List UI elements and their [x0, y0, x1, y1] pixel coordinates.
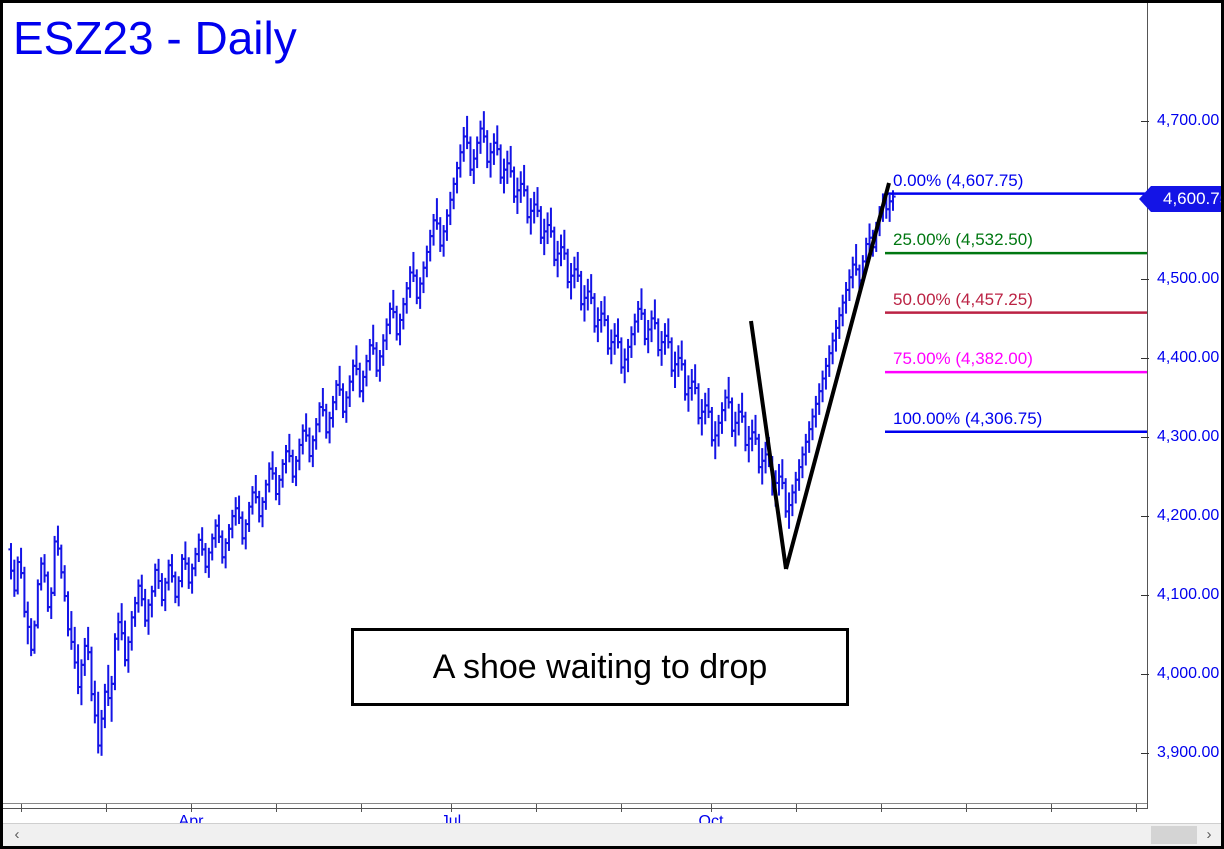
time-tick-mark [881, 804, 882, 812]
current-price-tag: 4,600.75 [1151, 186, 1221, 213]
price-tick-label: 4,400.00 [1157, 348, 1220, 366]
trendlines [749, 182, 891, 570]
price-tick-label: 4,300.00 [1157, 428, 1220, 446]
price-tick-mark [1141, 120, 1149, 122]
plot-svg [8, 111, 1147, 756]
annotation-note-text: A shoe waiting to drop [432, 647, 768, 686]
trendline-down-leg [749, 320, 788, 570]
time-tick-mark [966, 804, 967, 812]
price-tick-mark [1141, 278, 1149, 280]
fib-label-75.00: 75.00% (4,382.00) [893, 349, 1033, 369]
price-tick-label: 4,700.00 [1157, 111, 1220, 129]
price-tick-label: 4,100.00 [1157, 586, 1220, 604]
time-tick-mark [106, 804, 107, 812]
price-tick-label: 4,200.00 [1157, 507, 1220, 525]
time-tick-mark [191, 804, 192, 812]
price-tick-mark [1141, 595, 1149, 597]
trendline-up-leg [784, 182, 891, 570]
fibonacci-lines [885, 192, 1147, 433]
page-title: ESZ23 - Daily [13, 12, 297, 64]
time-axis-line-inner [3, 803, 1147, 804]
time-tick-mark [451, 804, 452, 812]
scroll-right-icon[interactable]: › [1206, 826, 1212, 843]
current-price-pointer [1139, 186, 1151, 213]
price-tick-mark [1141, 437, 1149, 439]
price-tick-label: 4,000.00 [1157, 665, 1220, 683]
price-chart-plot[interactable] [3, 3, 1147, 809]
scrollbar-thumb[interactable] [1151, 826, 1197, 844]
price-tick-mark [1141, 674, 1149, 676]
price-tick-mark [1141, 753, 1149, 755]
time-tick-mark [536, 804, 537, 812]
time-tick-mark [1136, 804, 1137, 812]
fib-label-100.00: 100.00% (4,306.75) [893, 408, 1043, 428]
fib-label-0.00: 0.00% (4,607.75) [893, 170, 1024, 190]
scroll-left-icon[interactable]: ‹ [14, 826, 20, 843]
fib-label-25.00: 25.00% (4,532.50) [893, 230, 1033, 250]
price-axis-line [1147, 3, 1148, 809]
time-tick-mark [796, 804, 797, 812]
price-tick-label: 4,500.00 [1157, 269, 1220, 287]
price-tick-mark [1141, 357, 1149, 359]
time-tick-mark [711, 804, 712, 812]
price-tick-label: 3,900.00 [1157, 744, 1220, 762]
time-tick-mark [21, 804, 22, 812]
horizontal-scrollbar[interactable]: ‹ › [3, 823, 1221, 846]
time-tick-mark [276, 804, 277, 812]
annotation-note: A shoe waiting to drop [351, 628, 849, 706]
time-tick-mark [621, 804, 622, 812]
price-tick-mark [1141, 516, 1149, 518]
fib-label-50.00: 50.00% (4,457.25) [893, 289, 1033, 309]
time-tick-mark [361, 804, 362, 812]
ohlc-bars [8, 111, 896, 756]
time-axis-line [3, 808, 1147, 809]
time-tick-mark [1051, 804, 1052, 812]
